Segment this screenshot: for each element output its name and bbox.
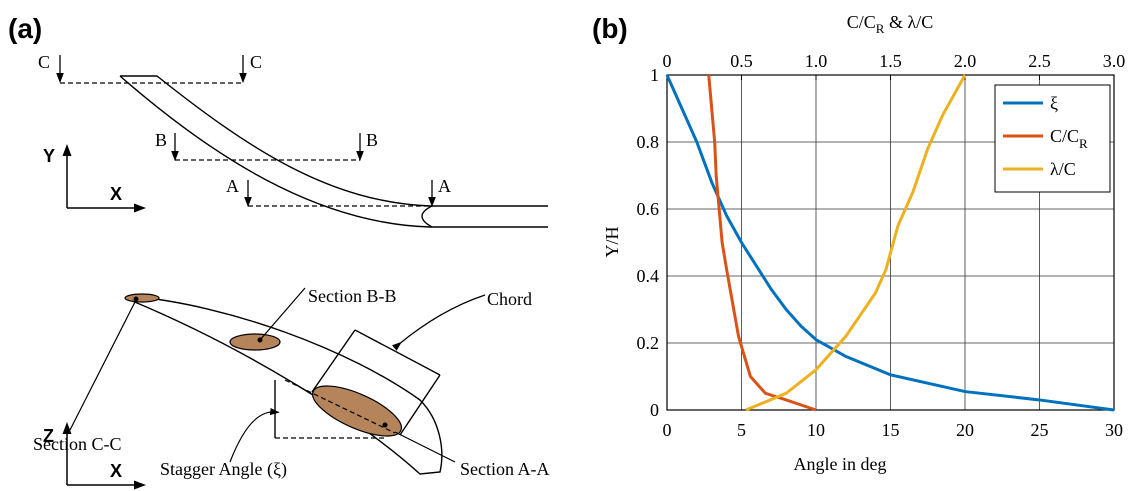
legend-text: λ/C [1050,159,1076,179]
legend-text: C/C [1050,126,1079,146]
y-tick-label: 0.4 [637,266,660,286]
y-tick-label: 0 [650,400,659,420]
x2-tick-label: 1.5 [879,51,902,71]
plot-frame [666,74,1115,411]
diagram-label: Section B-B [308,286,397,306]
label-subscript: R [876,21,885,36]
x2-tick-label: 1.0 [805,51,828,71]
x-tick-label: 10 [807,420,825,440]
x2-tick-label: 0 [663,51,672,71]
panel-label: (b) [592,13,628,44]
x-tick-label: 20 [956,420,974,440]
x-tick-label: 15 [882,420,900,440]
section-b [229,333,281,351]
panel-b: (b) Angle in deg Y/H C/CR & λ/C 00.20.40… [592,12,1125,474]
axis-letter: Y [43,146,55,166]
section-mark: C [250,52,262,72]
label-part: C/C [847,12,876,32]
axes-icon [62,144,146,213]
y-tick-label: 0.8 [637,132,660,152]
label-part: & λ/C [884,12,933,32]
section-mark: A [226,176,239,196]
diagram-label: Chord [487,289,532,309]
y-tick-label: 1 [650,65,659,85]
legend-label: ξ [1050,93,1058,113]
x-tick-label: 0 [663,420,672,440]
legend-label: C/CR [1050,126,1088,151]
section-a [312,385,402,437]
x-tick-label: 25 [1031,420,1049,440]
panel-label: (a) [8,13,42,44]
chord-box [311,329,441,436]
section-mark: A [438,176,451,196]
x2-axis-label: C/CR & λ/C [847,12,933,36]
axes-icon [62,422,146,490]
x2-tick-label: 2.5 [1028,51,1051,71]
x-tick-label: 5 [737,420,746,440]
section-mark: B [155,130,167,150]
legend-label: λ/C [1050,159,1076,179]
section-mark: C [38,52,50,72]
axis-letter: X [110,461,122,481]
blade-edge [119,75,548,228]
diagram-label: Stagger Angle (ξ) [160,459,287,480]
legend-text: ξ [1050,93,1058,113]
series-line [707,74,817,412]
legend-subscript: R [1079,136,1088,151]
axis-letter: Z [43,426,54,446]
y-axis-label: Y/H [602,227,622,258]
x2-tick-label: 3.0 [1103,51,1126,71]
point [382,422,388,428]
section-c [124,293,160,303]
leaders [69,287,486,463]
x-tick-label: 30 [1105,420,1123,440]
chord-line [284,379,396,434]
section-mark: B [366,130,378,150]
x2-tick-label: 2.0 [954,51,977,71]
section-arrows [56,55,436,208]
series-line [665,74,1115,412]
axis-letter: X [110,184,122,204]
blade-outline [129,295,443,475]
y-tick-label: 0.6 [637,199,660,219]
x2-tick-label: 0.5 [730,51,753,71]
blade-edge [120,75,548,207]
x-axis-label: Angle in deg [794,454,887,474]
blade-nose [421,205,433,228]
diagram-label: Section A-A [460,459,550,479]
series-line [745,74,967,412]
y-tick-label: 0.2 [637,333,660,353]
point [257,337,263,343]
panel-a: (a) C C B B A A Y X [8,13,550,490]
point [133,296,139,302]
diagram-label: Section C-C [33,434,122,454]
